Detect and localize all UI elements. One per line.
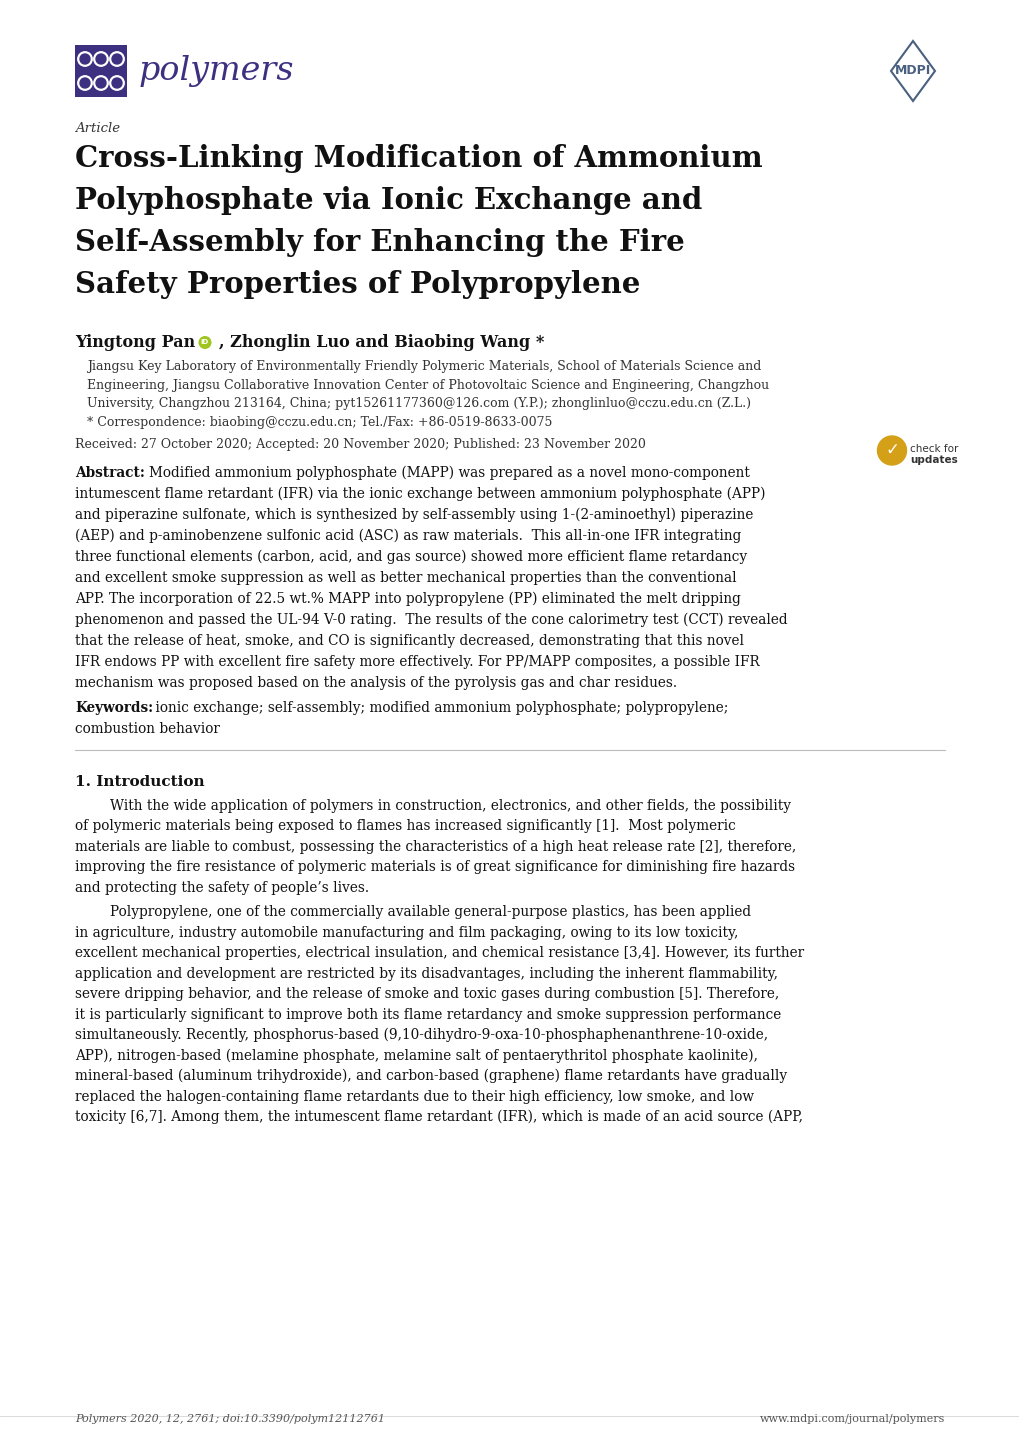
Text: updates: updates bbox=[909, 454, 957, 464]
Text: Self-Assembly for Enhancing the Fire: Self-Assembly for Enhancing the Fire bbox=[75, 228, 684, 257]
FancyBboxPatch shape bbox=[75, 45, 127, 97]
Text: materials are liable to combust, possessing the characteristics of a high heat r: materials are liable to combust, possess… bbox=[75, 839, 796, 854]
Text: Cross-Linking Modification of Ammonium: Cross-Linking Modification of Ammonium bbox=[75, 144, 762, 173]
Text: it is particularly significant to improve both its flame retardancy and smoke su: it is particularly significant to improv… bbox=[75, 1008, 781, 1021]
Text: Article: Article bbox=[75, 123, 120, 136]
Circle shape bbox=[876, 435, 906, 464]
Text: excellent mechanical properties, electrical insulation, and chemical resistance : excellent mechanical properties, electri… bbox=[75, 946, 803, 960]
Circle shape bbox=[77, 76, 92, 91]
Text: Abstract:: Abstract: bbox=[75, 466, 145, 480]
Text: Modified ammonium polyphosphate (MAPP) was prepared as a novel mono-component: Modified ammonium polyphosphate (MAPP) w… bbox=[149, 466, 749, 480]
Text: iD: iD bbox=[201, 339, 209, 346]
Text: ionic exchange; self-assembly; modified ammonium polyphosphate; polypropylene;: ionic exchange; self-assembly; modified … bbox=[151, 701, 728, 714]
Circle shape bbox=[79, 53, 90, 63]
Circle shape bbox=[77, 52, 92, 66]
Text: severe dripping behavior, and the release of smoke and toxic gases during combus: severe dripping behavior, and the releas… bbox=[75, 986, 779, 1001]
Text: polymers: polymers bbox=[139, 55, 294, 87]
Text: that the release of heat, smoke, and CO is significantly decreased, demonstratin: that the release of heat, smoke, and CO … bbox=[75, 633, 743, 647]
Text: check for: check for bbox=[909, 444, 958, 453]
Circle shape bbox=[112, 53, 122, 63]
Circle shape bbox=[110, 52, 124, 66]
Text: MDPI: MDPI bbox=[894, 65, 930, 78]
Text: IFR endows PP with excellent fire safety more effectively. For PP/MAPP composite: IFR endows PP with excellent fire safety… bbox=[75, 655, 759, 669]
Text: Polypropylene, one of the commercially available general-purpose plastics, has b: Polypropylene, one of the commercially a… bbox=[110, 906, 750, 919]
Text: www.mdpi.com/journal/polymers: www.mdpi.com/journal/polymers bbox=[759, 1415, 944, 1425]
Text: APP. The incorporation of 22.5 wt.% MAPP into polypropylene (PP) eliminated the : APP. The incorporation of 22.5 wt.% MAPP… bbox=[75, 591, 740, 606]
Text: replaced the halogen-containing flame retardants due to their high efficiency, l: replaced the halogen-containing flame re… bbox=[75, 1090, 753, 1103]
Text: intumescent flame retardant (IFR) via the ionic exchange between ammonium polyph: intumescent flame retardant (IFR) via th… bbox=[75, 486, 764, 500]
Text: , Zhonglin Luo and Biaobing Wang *: , Zhonglin Luo and Biaobing Wang * bbox=[219, 335, 544, 350]
Text: phenomenon and passed the UL-94 V-0 rating.  The results of the cone calorimetry: phenomenon and passed the UL-94 V-0 rati… bbox=[75, 613, 787, 627]
Text: Yingtong Pan: Yingtong Pan bbox=[75, 335, 201, 350]
Text: Jiangsu Key Laboratory of Environmentally Friendly Polymeric Materials, School o: Jiangsu Key Laboratory of Environmentall… bbox=[87, 360, 760, 373]
Text: (AEP) and p-aminobenzene sulfonic acid (ASC) as raw materials.  This all-in-one : (AEP) and p-aminobenzene sulfonic acid (… bbox=[75, 529, 741, 542]
Circle shape bbox=[199, 336, 211, 349]
Text: and piperazine sulfonate, which is synthesized by self-assembly using 1-(2-amino: and piperazine sulfonate, which is synth… bbox=[75, 508, 753, 522]
Circle shape bbox=[79, 78, 90, 88]
Text: Received: 27 October 2020; Accepted: 20 November 2020; Published: 23 November 20: Received: 27 October 2020; Accepted: 20 … bbox=[75, 437, 645, 450]
Text: ✓: ✓ bbox=[884, 440, 898, 459]
Text: application and development are restricted by its disadvantages, including the i: application and development are restrict… bbox=[75, 966, 777, 981]
Circle shape bbox=[96, 78, 106, 88]
Text: and protecting the safety of people’s lives.: and protecting the safety of people’s li… bbox=[75, 881, 369, 894]
Circle shape bbox=[110, 76, 124, 91]
Text: three functional elements (carbon, acid, and gas source) showed more efficient f: three functional elements (carbon, acid,… bbox=[75, 549, 746, 564]
Text: Engineering, Jiangsu Collaborative Innovation Center of Photovoltaic Science and: Engineering, Jiangsu Collaborative Innov… bbox=[87, 378, 768, 391]
Text: Keywords:: Keywords: bbox=[75, 701, 153, 714]
Circle shape bbox=[94, 76, 108, 91]
Text: improving the fire resistance of polymeric materials is of great significance fo: improving the fire resistance of polymer… bbox=[75, 859, 795, 874]
Text: simultaneously. Recently, phosphorus-based (9,10-dihydro-9-oxa-10-phosphaphenant: simultaneously. Recently, phosphorus-bas… bbox=[75, 1028, 767, 1043]
Text: combustion behavior: combustion behavior bbox=[75, 721, 220, 735]
Circle shape bbox=[112, 78, 122, 88]
Circle shape bbox=[94, 52, 108, 66]
Text: Polyphosphate via Ionic Exchange and: Polyphosphate via Ionic Exchange and bbox=[75, 186, 701, 215]
Circle shape bbox=[96, 53, 106, 63]
Text: and excellent smoke suppression as well as better mechanical properties than the: and excellent smoke suppression as well … bbox=[75, 571, 736, 584]
Text: * Correspondence: biaobing@cczu.edu.cn; Tel./Fax: +86-0519-8633-0075: * Correspondence: biaobing@cczu.edu.cn; … bbox=[87, 415, 552, 428]
Text: toxicity [6,7]. Among them, the intumescent flame retardant (IFR), which is made: toxicity [6,7]. Among them, the intumesc… bbox=[75, 1110, 802, 1125]
Text: Polymers 2020, 12, 2761; doi:10.3390/polym12112761: Polymers 2020, 12, 2761; doi:10.3390/pol… bbox=[75, 1415, 384, 1425]
Text: With the wide application of polymers in construction, electronics, and other fi: With the wide application of polymers in… bbox=[110, 799, 790, 812]
Text: University, Changzhou 213164, China; pyt15261177360@126.com (Y.P.); zhonglinluo@: University, Changzhou 213164, China; pyt… bbox=[87, 397, 750, 410]
Text: mechanism was proposed based on the analysis of the pyrolysis gas and char resid: mechanism was proposed based on the anal… bbox=[75, 675, 677, 689]
Text: Safety Properties of Polypropylene: Safety Properties of Polypropylene bbox=[75, 270, 640, 298]
Text: 1. Introduction: 1. Introduction bbox=[75, 774, 205, 789]
Text: of polymeric materials being exposed to flames has increased significantly [1]. : of polymeric materials being exposed to … bbox=[75, 819, 735, 833]
Text: in agriculture, industry automobile manufacturing and film packaging, owing to i: in agriculture, industry automobile manu… bbox=[75, 926, 738, 940]
Text: APP), nitrogen-based (melamine phosphate, melamine salt of pentaerythritol phosp: APP), nitrogen-based (melamine phosphate… bbox=[75, 1048, 757, 1063]
Text: mineral-based (aluminum trihydroxide), and carbon-based (graphene) flame retarda: mineral-based (aluminum trihydroxide), a… bbox=[75, 1069, 787, 1083]
